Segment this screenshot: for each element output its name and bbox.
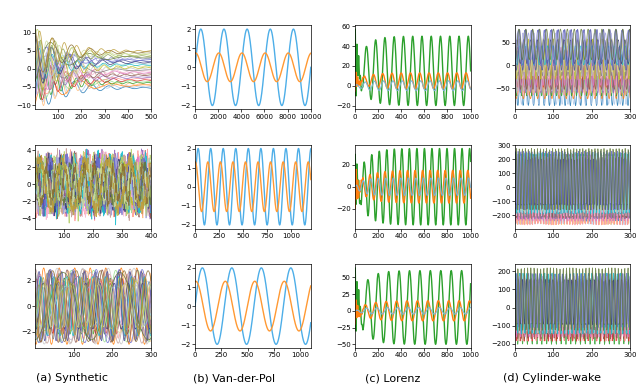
Text: (d) Cylinder-wake: (d) Cylinder-wake [502, 373, 601, 383]
Text: (c) Lorenz: (c) Lorenz [365, 373, 420, 383]
Text: (a) Synthetic: (a) Synthetic [36, 373, 108, 383]
Text: (b) Van-der-Pol: (b) Van-der-Pol [193, 373, 275, 383]
